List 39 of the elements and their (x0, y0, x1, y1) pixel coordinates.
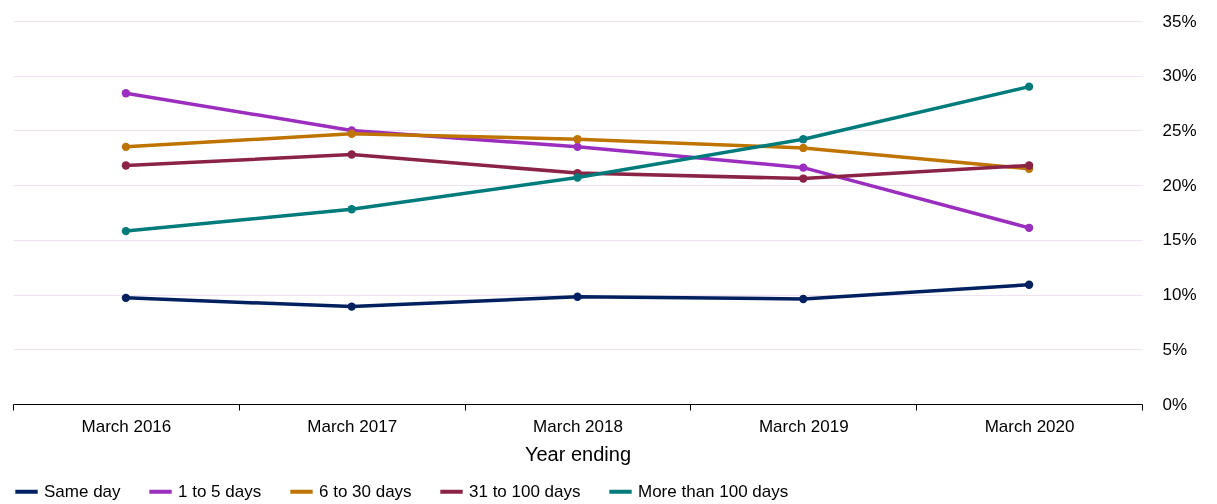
point (573, 173, 582, 182)
point (1024, 280, 1034, 289)
point (347, 205, 356, 214)
point (121, 89, 131, 98)
y-tick-label: 10% (1162, 285, 1197, 305)
x-tick-label: March 2020 (984, 416, 1075, 436)
point (121, 161, 131, 170)
point (799, 294, 808, 304)
point (799, 174, 808, 183)
y-tick-label: 20% (1162, 175, 1197, 195)
legend-label: 1 to 5 days (178, 481, 262, 501)
y-tick-label: 35% (1162, 11, 1197, 31)
x-tick-label: March 2017 (307, 416, 398, 436)
y-tick-label: 5% (1162, 339, 1188, 359)
point (121, 293, 131, 303)
x-tick-label: March 2016 (81, 416, 172, 436)
point (121, 226, 131, 236)
point (347, 302, 356, 311)
point (347, 150, 356, 159)
point (573, 135, 582, 144)
legend-label: Same day (44, 481, 122, 501)
point (1024, 223, 1034, 232)
y-tick-label: 30% (1162, 66, 1197, 86)
point (573, 142, 582, 152)
point (799, 163, 808, 172)
point (799, 143, 808, 153)
legend-label: 6 to 30 days (319, 481, 412, 501)
y-tick-label: 25% (1162, 120, 1197, 140)
y-tick-label: 0% (1162, 394, 1188, 414)
x-tick-label: March 2018 (533, 416, 623, 436)
legend-label: 31 to 100 days (469, 481, 581, 501)
x-axis-title: Year ending (524, 442, 632, 465)
point (573, 292, 582, 301)
point (121, 142, 131, 152)
x-tick-label: March 2019 (758, 416, 849, 436)
point (799, 135, 808, 144)
point (1024, 82, 1034, 91)
y-tick-label: 15% (1162, 230, 1197, 250)
legend-label: More than 100 days (638, 481, 789, 501)
